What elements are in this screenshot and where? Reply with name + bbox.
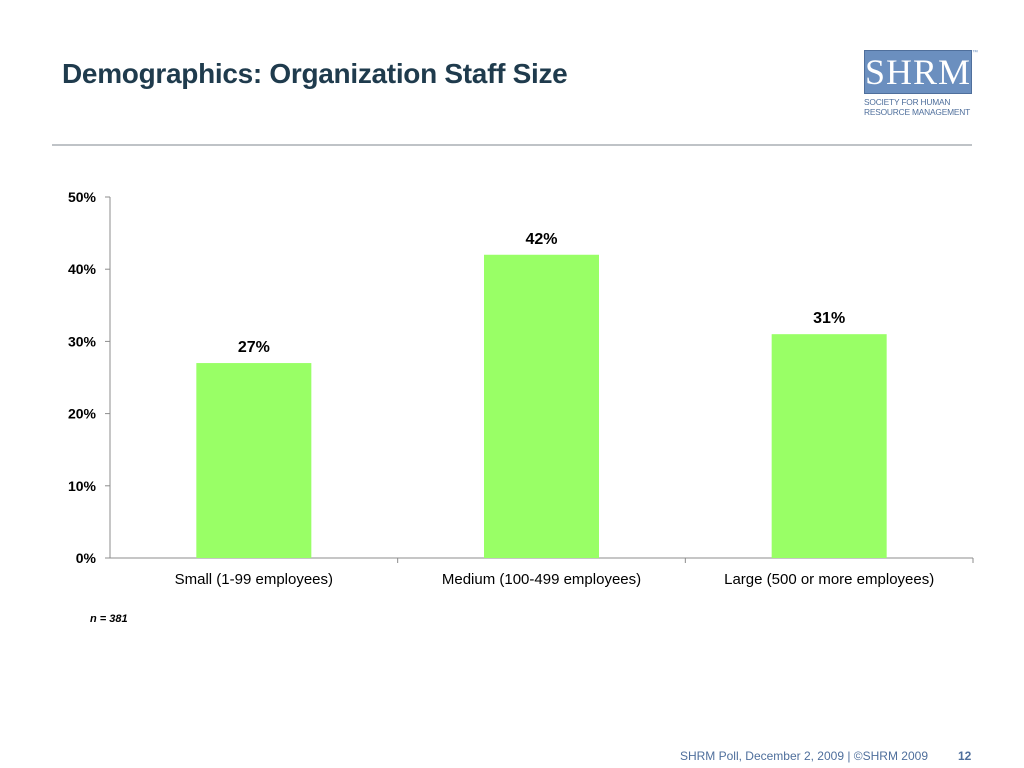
title-divider: [52, 144, 972, 146]
slide-title: Demographics: Organization Staff Size: [62, 58, 568, 89]
y-tick-label: 50%: [68, 189, 97, 205]
y-tick-label: 30%: [68, 333, 97, 349]
x-category-label: Medium (100-499 employees): [442, 571, 641, 588]
footer-text: SHRM Poll, December 2, 2009 | ©SHRM 2009: [679, 749, 928, 763]
data-label: 31%: [813, 310, 845, 327]
x-category-label: Small (1-99 employees): [175, 571, 333, 588]
bar: [771, 334, 887, 558]
logo-box: SHRM: [864, 50, 972, 94]
logo-trademark: ™: [972, 50, 978, 56]
sample-size-note: n = 381: [90, 613, 128, 625]
logo-tagline: Society for Human Resource Management: [864, 97, 971, 117]
y-tick-label: 40%: [68, 261, 97, 277]
y-tick-label: 20%: [68, 406, 97, 422]
y-tick-label: 0%: [76, 550, 97, 566]
shrm-logo: SHRM ™ Society for Human Resource Manage…: [864, 50, 978, 122]
data-label: 27%: [238, 339, 270, 356]
page-number: 12: [958, 749, 972, 763]
bar: [484, 254, 599, 558]
logo-letters: SHRM: [864, 52, 972, 92]
bar: [196, 363, 312, 558]
data-label: 42%: [525, 231, 557, 248]
x-category-label: Large (500 or more employees): [724, 571, 934, 588]
y-tick-label: 10%: [68, 478, 97, 494]
